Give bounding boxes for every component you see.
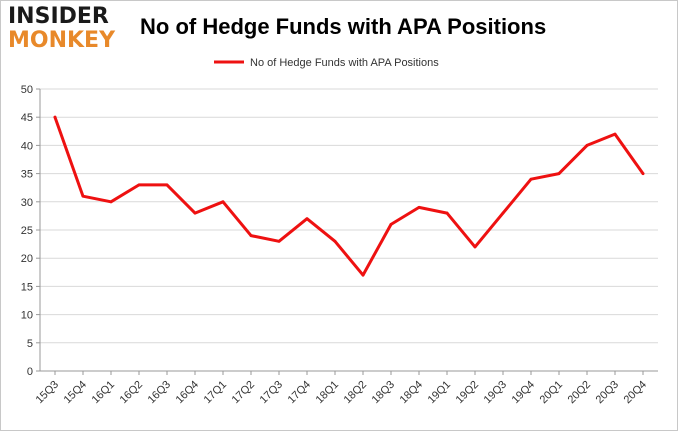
y-tick-label: 20 [21,253,33,265]
legend: No of Hedge Funds with APA Positions [214,57,439,69]
x-tick-label: 20Q1 [538,379,566,407]
data-point [81,194,85,198]
x-tick-labels: 15Q3 15Q4 16Q1 16Q2 16Q3 16Q4 17Q1 17Q2 17Q3 17Q4… [34,379,650,407]
insider-monkey-logo: INSIDER MONKEY [8,4,126,54]
x-tick-label: 17Q3 [258,379,286,407]
data-point [501,211,505,215]
legend-label: No of Hedge Funds with APA Positions [250,57,439,69]
data-point [529,177,533,181]
data-point [557,172,561,176]
logo-text-insider: INSIDER [8,4,109,29]
x-tick-label: 20Q2 [566,379,594,407]
y-tick-labels: 0 5 10 15 20 25 30 35 40 45 50 [21,84,33,378]
data-point [109,200,113,204]
y-tick-label: 0 [27,366,33,378]
data-point [473,245,477,249]
data-point [389,222,393,226]
x-tick-label: 18Q4 [398,379,426,407]
x-tick-label: 19Q3 [482,379,510,407]
data-point [277,239,281,243]
y-tick-label: 50 [21,84,33,96]
logo-text-monkey: MONKEY [8,28,116,53]
x-tick-label: 16Q4 [174,379,202,407]
y-tick-label: 40 [21,140,33,152]
x-tick-label: 15Q4 [62,379,90,407]
y-tick-label: 30 [21,197,33,209]
x-tick-label: 19Q2 [454,379,482,407]
data-point [641,172,645,176]
data-point [249,234,253,238]
y-tick-label: 5 [27,338,33,350]
x-tick-label: 18Q2 [342,379,370,407]
data-point [417,206,421,209]
data-point [53,115,57,119]
y-tick-label: 35 [21,169,33,181]
data-point [221,200,225,204]
y-tick-label: 45 [21,112,33,124]
x-tick-label: 18Q1 [314,379,342,407]
x-tick-label: 16Q1 [90,379,118,407]
chart-title: No of Hedge Funds with APA Positions [140,14,547,39]
x-tick-label: 16Q3 [146,379,174,407]
x-tick-label: 19Q4 [510,379,538,407]
data-point [137,183,141,187]
x-tick-label: 17Q4 [286,379,314,407]
data-point [305,217,309,221]
data-point [445,211,449,215]
y-tick-label: 25 [21,225,33,237]
x-tick-label: 20Q4 [622,379,650,407]
y-tick-label: 15 [21,281,33,293]
gridlines [40,88,658,372]
x-tick-label: 17Q1 [202,379,230,407]
axes [36,88,658,375]
data-point [333,239,337,243]
x-tick-label: 16Q2 [118,379,146,407]
data-point [613,132,617,136]
y-tick-label: 10 [21,310,33,322]
x-tick-label: 20Q3 [594,379,622,407]
data-point [193,211,197,215]
x-tick-label: 18Q3 [370,379,398,407]
data-point [585,144,589,147]
x-tick-label: 15Q3 [34,379,62,407]
data-point [361,273,365,277]
x-tick-label: 17Q2 [230,379,258,407]
series-line [53,115,645,277]
x-tick-label: 19Q1 [426,379,454,407]
series-lines [53,115,645,277]
data-point [165,183,169,187]
